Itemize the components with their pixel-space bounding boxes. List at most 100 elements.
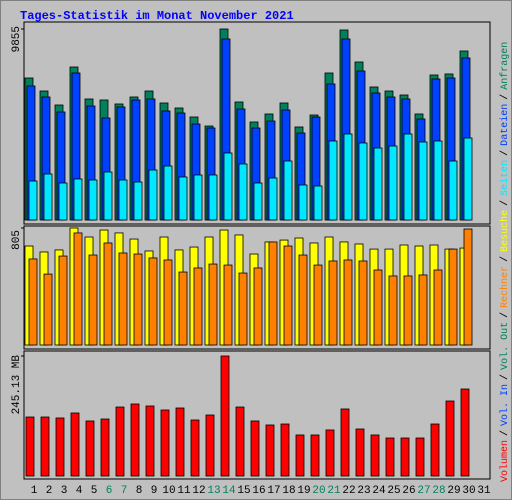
bar bbox=[283, 245, 293, 346]
legend-entry: Besuche bbox=[499, 210, 511, 252]
bar bbox=[145, 405, 155, 477]
legend-separator: / bbox=[499, 430, 511, 436]
x-tick-label: 22 bbox=[342, 485, 355, 497]
bar bbox=[103, 242, 113, 346]
bar bbox=[340, 408, 350, 477]
bar bbox=[190, 419, 200, 477]
bar bbox=[295, 434, 305, 477]
bar bbox=[268, 177, 278, 221]
bar bbox=[448, 160, 458, 221]
x-tick-label: 25 bbox=[387, 485, 400, 497]
legend-entry: Volumen bbox=[499, 440, 511, 482]
bar bbox=[418, 141, 428, 221]
bar bbox=[148, 257, 158, 346]
bar bbox=[103, 171, 113, 221]
bar bbox=[28, 258, 38, 346]
x-tick-label: 24 bbox=[372, 485, 386, 497]
bar bbox=[223, 264, 233, 346]
bar bbox=[118, 252, 128, 346]
bar bbox=[403, 133, 413, 221]
bar bbox=[328, 140, 338, 221]
bar bbox=[358, 260, 368, 346]
bar bbox=[463, 137, 473, 221]
bar bbox=[328, 260, 338, 346]
x-tick-label: 9 bbox=[151, 485, 158, 497]
y-tick-label: 9855 bbox=[11, 26, 23, 52]
x-tick-label: 13 bbox=[207, 485, 220, 497]
legend-entry: Dateien bbox=[499, 104, 511, 146]
x-tick-label: 18 bbox=[282, 485, 295, 497]
bar bbox=[325, 429, 335, 477]
bar bbox=[265, 424, 275, 477]
y-tick-label: 245.13 MB bbox=[11, 355, 23, 415]
bar bbox=[313, 185, 323, 221]
bar bbox=[418, 274, 428, 346]
x-tick-label: 20 bbox=[312, 485, 325, 497]
bar bbox=[85, 420, 95, 477]
bar bbox=[205, 414, 215, 477]
x-tick-label: 27 bbox=[417, 485, 430, 497]
bar bbox=[283, 160, 293, 221]
bar bbox=[130, 403, 140, 477]
bar bbox=[40, 416, 50, 477]
bar bbox=[433, 140, 443, 221]
bar bbox=[25, 416, 35, 477]
x-tick-label: 4 bbox=[76, 485, 83, 497]
bar bbox=[310, 434, 320, 477]
legend-entry: Rechner bbox=[499, 266, 511, 308]
legend-separator: / bbox=[499, 256, 511, 262]
bar bbox=[133, 181, 143, 221]
x-tick-label: 5 bbox=[91, 485, 98, 497]
bar bbox=[370, 434, 380, 477]
bar bbox=[403, 275, 413, 346]
x-tick-label: 6 bbox=[106, 485, 113, 497]
legend-separator: / bbox=[499, 374, 511, 380]
bar bbox=[208, 174, 218, 221]
legend-separator: / bbox=[499, 200, 511, 206]
x-tick-label: 8 bbox=[136, 485, 143, 497]
x-tick-label: 10 bbox=[162, 485, 175, 497]
bar bbox=[280, 423, 290, 477]
bar bbox=[70, 412, 80, 477]
bar bbox=[388, 275, 398, 346]
bar bbox=[343, 133, 353, 221]
x-tick-label: 23 bbox=[357, 485, 370, 497]
bar bbox=[385, 437, 395, 477]
bar bbox=[250, 420, 260, 477]
x-tick-label: 15 bbox=[237, 485, 250, 497]
bar bbox=[415, 437, 425, 477]
bar bbox=[100, 418, 110, 477]
bar bbox=[133, 253, 143, 346]
x-tick-label: 19 bbox=[297, 485, 310, 497]
x-tick-label: 12 bbox=[192, 485, 205, 497]
legend-entry: Vol. Out bbox=[499, 322, 511, 370]
chart-title: Tages-Statistik im Monat November 2021 bbox=[20, 9, 294, 23]
bar bbox=[235, 406, 245, 477]
bar bbox=[208, 263, 218, 346]
bar bbox=[58, 182, 68, 221]
x-tick-label: 21 bbox=[327, 485, 341, 497]
bar bbox=[223, 152, 233, 221]
bar bbox=[355, 428, 365, 477]
bar bbox=[388, 145, 398, 221]
x-tick-label: 16 bbox=[252, 485, 265, 497]
bar bbox=[460, 388, 470, 477]
bar bbox=[43, 173, 53, 221]
bar bbox=[253, 182, 263, 221]
bar bbox=[73, 178, 83, 221]
legend-separator: / bbox=[499, 150, 511, 156]
legend-separator: / bbox=[499, 312, 511, 318]
bar bbox=[88, 254, 98, 346]
bar bbox=[118, 179, 128, 221]
bar bbox=[193, 174, 203, 221]
bar bbox=[193, 267, 203, 346]
bar bbox=[445, 400, 455, 477]
x-tick-label: 26 bbox=[402, 485, 415, 497]
bar bbox=[358, 142, 368, 221]
x-tick-label: 1 bbox=[31, 485, 38, 497]
bar bbox=[373, 147, 383, 221]
bar bbox=[115, 406, 125, 477]
x-tick-label: 2 bbox=[46, 485, 53, 497]
x-tick-label: 11 bbox=[177, 485, 191, 497]
